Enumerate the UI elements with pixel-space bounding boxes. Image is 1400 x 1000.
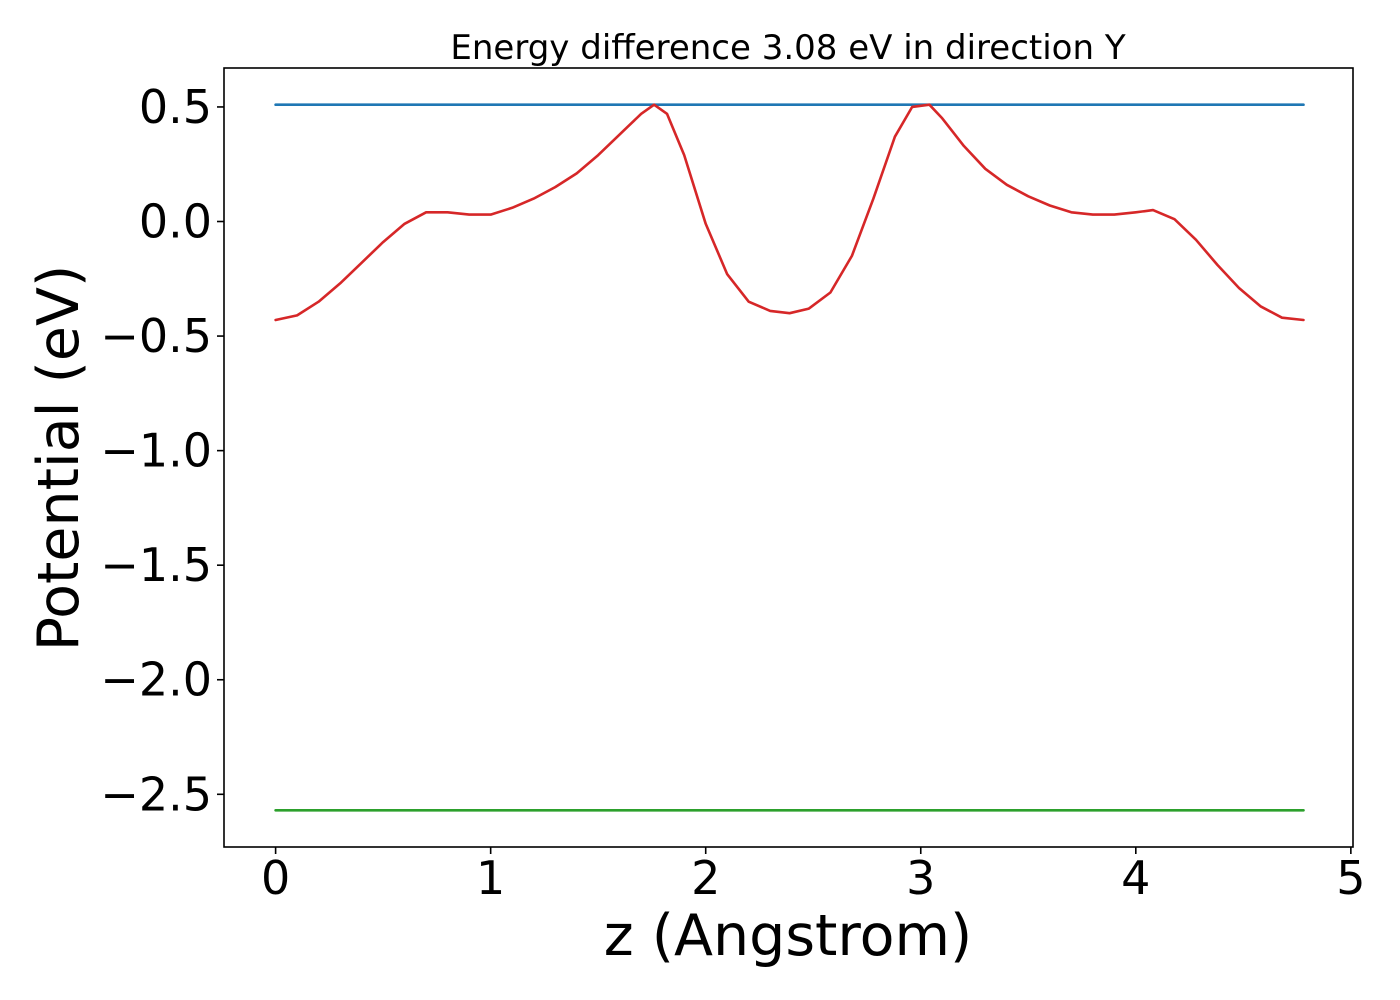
x-axis: 0 1 2 3 4 5 [261,847,1365,905]
y-tick-label: −1.5 [100,538,212,592]
series-line-3 [274,103,1305,322]
x-tick-label: 0 [261,851,290,905]
y-tick-label: 0.5 [139,80,212,134]
y-axis: 0.5 0.0 −0.5 −1.0 −1.5 −2.0 −2.5 [100,80,224,821]
y-tick-label: −0.5 [100,309,212,363]
x-tick-label: 1 [476,851,505,905]
x-tick-label: 2 [691,851,720,905]
y-tick-label: 0.0 [139,195,212,249]
x-tick-label: 4 [1121,851,1150,905]
x-axis-label: z (Angstrom) [604,903,972,969]
plot-frame [223,67,1354,848]
plot-area [223,67,1354,848]
x-tick-label: 5 [1336,851,1365,905]
y-tick-label: −2.0 [100,653,212,707]
y-axis-label: Potential (eV) [26,265,92,651]
y-tick-label: −2.5 [100,767,212,821]
x-tick-label: 3 [906,851,935,905]
chart-title: Energy difference 3.08 eV in direction Y [450,28,1125,68]
y-tick-label: −1.0 [100,424,212,478]
